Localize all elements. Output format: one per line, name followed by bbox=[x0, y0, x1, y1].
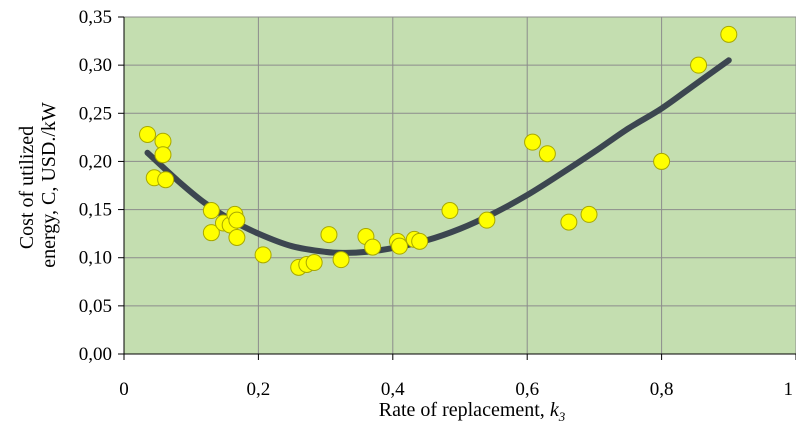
y-tick-label: 0,30 bbox=[79, 55, 112, 76]
y-tick-label: 0,25 bbox=[79, 103, 112, 124]
plot-area bbox=[124, 17, 796, 354]
data-point bbox=[254, 246, 272, 264]
y-axis-title: Cost of utilized energy, C, USD./kW bbox=[16, 102, 60, 268]
x-axis-title-text: Rate of replacement, bbox=[379, 399, 550, 421]
y-axis-title-line2: energy, C, USD./kW bbox=[38, 102, 60, 268]
data-point bbox=[364, 238, 382, 256]
x-axis-title: Rate of replacement, k3 bbox=[379, 399, 566, 423]
x-tick-label: 0,4 bbox=[381, 379, 405, 400]
x-tick-label: 0,2 bbox=[247, 379, 271, 400]
y-tick-label: 0,15 bbox=[79, 200, 112, 221]
y-tick-labels: 0,00 0,05 0,10 0,15 0,20 0,25 0,30 0,35 bbox=[79, 7, 124, 365]
y-tick-label: 0,05 bbox=[79, 296, 112, 317]
data-point bbox=[228, 211, 246, 229]
data-point bbox=[320, 226, 338, 244]
x-tick-label: 0 bbox=[119, 379, 129, 400]
y-axis-title-line1: Cost of utilized bbox=[16, 126, 38, 249]
data-point bbox=[332, 251, 350, 269]
data-point bbox=[441, 202, 459, 220]
x-tick-labels: 0 0,2 0,4 0,6 0,8 1 bbox=[119, 354, 796, 400]
data-point bbox=[305, 254, 323, 272]
scatter-points bbox=[139, 25, 738, 276]
data-point bbox=[524, 133, 542, 151]
data-point bbox=[202, 224, 220, 242]
x-axis-title-variable: k bbox=[550, 399, 560, 421]
data-point bbox=[157, 171, 175, 189]
data-point bbox=[228, 228, 246, 246]
y-tick-label: 0,20 bbox=[79, 151, 112, 172]
data-point bbox=[580, 205, 598, 223]
data-point bbox=[202, 202, 220, 220]
x-tick-label: 0,8 bbox=[650, 379, 674, 400]
y-tick-label: 0,00 bbox=[79, 344, 112, 365]
x-tick-label: 0,6 bbox=[515, 379, 539, 400]
data-point bbox=[391, 237, 409, 255]
x-axis-title-subscript: 3 bbox=[558, 409, 566, 423]
data-point bbox=[478, 211, 496, 229]
data-point bbox=[690, 56, 708, 74]
y-tick-label: 0,35 bbox=[79, 7, 112, 28]
data-point bbox=[653, 152, 671, 170]
data-point bbox=[411, 232, 429, 250]
data-point bbox=[538, 145, 556, 163]
data-point bbox=[154, 146, 172, 164]
data-point bbox=[720, 25, 738, 43]
x-tick-label: 1 bbox=[784, 379, 794, 400]
data-point bbox=[139, 125, 157, 143]
data-point bbox=[560, 213, 578, 231]
y-tick-label: 0,10 bbox=[79, 248, 112, 269]
